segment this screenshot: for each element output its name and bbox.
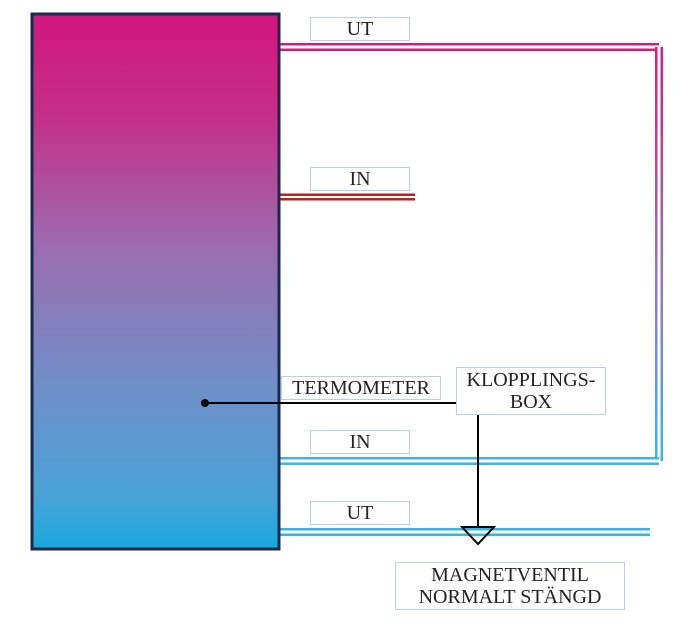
label-in-mid: IN — [310, 167, 410, 191]
label-kopplingsbox: KLOPPLINGS- BOX — [456, 367, 606, 415]
diagram-svg — [0, 0, 700, 628]
label-in-low: IN — [310, 430, 410, 454]
label-magnetventil: MAGNETVENTIL NORMALT STÄNGD — [395, 562, 625, 610]
label-ut-top: UT — [310, 17, 410, 41]
label-termometer: TERMOMETER — [281, 376, 441, 400]
label-ut-bottom: UT — [310, 501, 410, 525]
